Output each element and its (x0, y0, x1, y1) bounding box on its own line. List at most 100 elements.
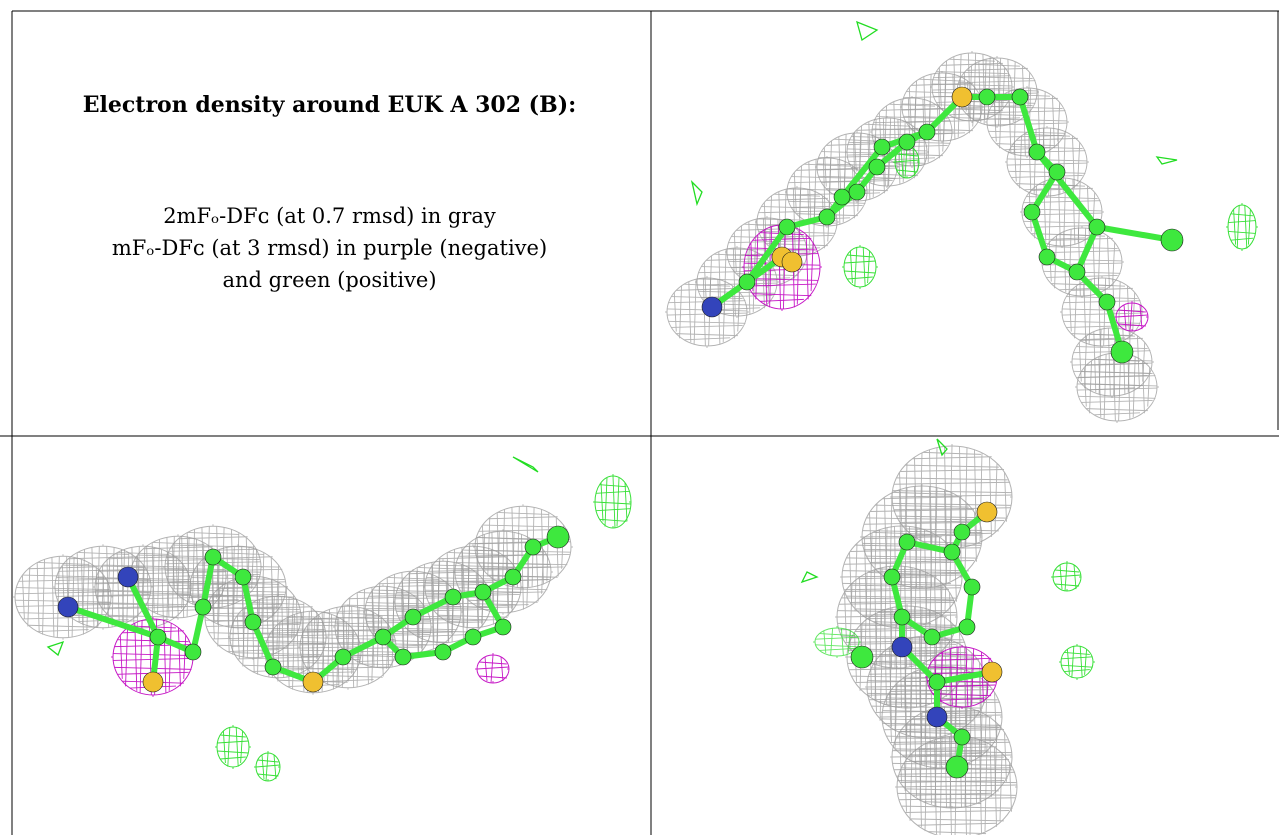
carbon-atom (204, 548, 222, 566)
bond (1017, 94, 1040, 155)
carbon-atom (945, 755, 969, 779)
undefined-seg (870, 96, 954, 168)
view-bottom-right (800, 438, 1095, 835)
sulfur-atom (951, 86, 973, 108)
carbon-atom (958, 618, 976, 636)
carbon-atom (953, 523, 971, 541)
legend-text: 2mFₒ-DFᴄ (at 0.7 rmsd) in gray mFₒ-DFᴄ (… (12, 200, 647, 296)
legend-line-2fofc: 2mFₒ-DFᴄ (at 0.7 rmsd) in gray (163, 204, 496, 228)
negative-density-blob (475, 653, 510, 684)
bond (1034, 149, 1100, 230)
carbon-atom (464, 628, 482, 646)
carbon-atom (883, 568, 901, 586)
nitrogen-atom (117, 566, 139, 588)
positive-density-blob (215, 725, 251, 769)
carbon-atom (928, 673, 946, 691)
carbon-atom (893, 608, 911, 626)
carbon-atom (1011, 88, 1029, 106)
positive-density-blob (813, 626, 861, 658)
carbon-atom (394, 648, 412, 666)
positive-density-fragment (856, 20, 879, 42)
carbon-atom (234, 568, 252, 586)
legend-line-fofc-positive: and green (positive) (222, 268, 437, 292)
carbon-atom (953, 728, 971, 746)
undefined-seg (1005, 126, 1089, 198)
sulfur-atom (781, 251, 803, 273)
positive-density-blob (1059, 644, 1095, 680)
carbon-atom (873, 138, 891, 156)
carbon-atom (978, 88, 996, 106)
carbon-atom (524, 538, 542, 556)
sulfur-atom (302, 671, 324, 693)
carbon-atom (923, 628, 941, 646)
carbon-atom (1110, 340, 1134, 364)
nitrogen-atom (891, 636, 913, 658)
positive-density-blob (1226, 203, 1258, 251)
positive-density-blob (254, 751, 281, 782)
bond (200, 554, 216, 610)
positive-density-fragment (690, 179, 703, 207)
sulfur-atom (981, 661, 1003, 683)
carbon-atom (1068, 263, 1086, 281)
positive-density-fragment (800, 571, 819, 584)
carbon-atom (1160, 228, 1184, 252)
carbon-atom (1098, 293, 1116, 311)
carbon-atom (778, 218, 796, 236)
bond (1094, 224, 1175, 243)
carbon-atom (264, 658, 282, 676)
carbon-atom (1088, 218, 1106, 236)
carbon-atom (833, 188, 851, 206)
carbon-atom (943, 543, 961, 561)
carbon-atom (194, 598, 212, 616)
carbon-atom (244, 613, 262, 631)
carbon-atom (1023, 203, 1041, 221)
undefined-seg (1075, 351, 1159, 423)
positive-density-blob (893, 144, 920, 179)
carbon-atom (1028, 143, 1046, 161)
bond (839, 144, 885, 200)
carbon-atom (898, 133, 916, 151)
carbon-atom (818, 208, 836, 226)
carbon-atom (898, 533, 916, 551)
carbon-atom (404, 608, 422, 626)
nitrogen-atom (701, 296, 723, 318)
carbon-atom (444, 588, 462, 606)
carbon-atom (184, 643, 202, 661)
legend-line-fofc-negative: mFₒ-DFᴄ (at 3 rmsd) in purple (negative) (111, 236, 548, 260)
carbon-atom (868, 158, 886, 176)
carbon-atom (738, 273, 756, 291)
carbon-atom (848, 183, 866, 201)
carbon-atom (918, 123, 936, 141)
positive-density-fragment (512, 456, 539, 473)
sulfur-atom (142, 671, 164, 693)
bond (65, 604, 161, 640)
negative-density-blob (1114, 301, 1149, 332)
bond (744, 224, 790, 285)
undefined-seg (1070, 326, 1154, 398)
view-bottom-left (13, 456, 632, 782)
carbon-atom (1048, 163, 1066, 181)
positive-density-blob (1051, 561, 1082, 592)
nitrogen-atom (57, 596, 79, 618)
carbon-atom (546, 525, 570, 549)
figure-title: Electron density around EUK A 302 (B): (82, 92, 577, 118)
carbon-atom (334, 648, 352, 666)
sulfur-atom (976, 501, 998, 523)
carbon-atom (494, 618, 512, 636)
carbon-atom (850, 645, 874, 669)
positive-density-fragment (1155, 156, 1178, 165)
positive-density-fragment (936, 438, 948, 457)
positive-density-blob (842, 245, 878, 289)
bond (125, 574, 161, 640)
positive-density-blob (593, 474, 632, 529)
carbon-atom (434, 643, 452, 661)
positive-density-fragment (46, 640, 65, 657)
carbon-atom (504, 568, 522, 586)
carbon-atom (149, 628, 167, 646)
carbon-atom (374, 628, 392, 646)
view-top-right (665, 20, 1258, 423)
carbon-atom (474, 583, 492, 601)
nitrogen-atom (926, 706, 948, 728)
carbon-atom (1038, 248, 1056, 266)
